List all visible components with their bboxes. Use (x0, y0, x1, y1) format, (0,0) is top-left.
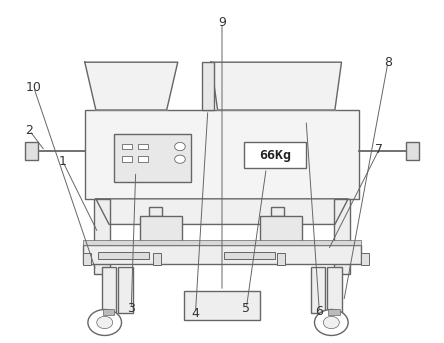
Bar (260, 216, 301, 241)
Bar (103, 309, 115, 315)
Bar (102, 267, 116, 313)
Bar (83, 253, 91, 265)
Polygon shape (96, 199, 348, 224)
Bar (310, 267, 325, 313)
Text: 3: 3 (127, 301, 135, 315)
Bar (138, 156, 148, 162)
Bar (149, 208, 162, 216)
Text: 9: 9 (218, 16, 226, 29)
Text: 2: 2 (25, 124, 33, 137)
Bar (244, 142, 306, 168)
Bar (83, 240, 361, 245)
Text: 8: 8 (384, 56, 392, 69)
Polygon shape (211, 62, 341, 110)
Bar (333, 199, 350, 274)
Circle shape (97, 316, 113, 329)
Bar (25, 142, 38, 159)
Bar (184, 291, 260, 320)
Circle shape (174, 142, 185, 151)
Bar (94, 199, 111, 274)
Bar (202, 62, 214, 110)
Bar (224, 252, 275, 259)
Circle shape (323, 316, 339, 329)
Bar (140, 216, 182, 241)
Bar (153, 253, 161, 265)
Bar (278, 253, 285, 265)
Bar (361, 253, 369, 265)
Bar (123, 156, 132, 162)
Bar (85, 110, 359, 199)
Bar (138, 144, 148, 149)
Text: 66Kg: 66Kg (259, 149, 291, 162)
Bar (123, 144, 132, 149)
Text: 7: 7 (375, 143, 383, 156)
Bar (98, 252, 149, 259)
Bar (271, 208, 284, 216)
Bar (83, 245, 361, 264)
Text: 1: 1 (59, 155, 67, 168)
Text: 5: 5 (242, 301, 250, 315)
Bar (328, 309, 340, 315)
Polygon shape (85, 62, 178, 110)
Text: 4: 4 (191, 307, 199, 320)
Text: 10: 10 (26, 81, 42, 94)
Circle shape (88, 309, 122, 335)
Bar (118, 267, 133, 313)
Circle shape (314, 309, 348, 335)
Circle shape (174, 155, 185, 163)
Bar (406, 142, 419, 159)
Bar (114, 134, 191, 182)
Bar (327, 267, 341, 313)
Text: 6: 6 (315, 305, 323, 318)
